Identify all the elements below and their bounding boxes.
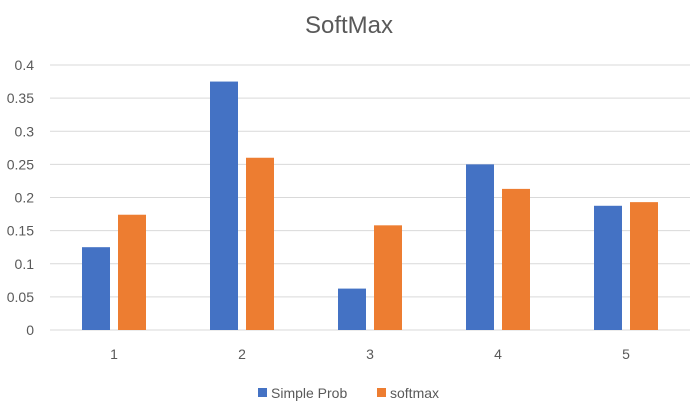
x-tick-label: 4: [494, 346, 502, 362]
gridlines: [50, 64, 690, 331]
y-tick-label: 0.4: [15, 57, 35, 73]
bar-simple-prob-1: [82, 247, 110, 330]
legend-label: Simple Prob: [271, 385, 347, 401]
bar-softmax-5: [630, 202, 658, 330]
bar-simple-prob-2: [210, 81, 238, 330]
x-tick-label: 5: [622, 346, 630, 362]
chart-title: SoftMax: [305, 12, 393, 39]
legend-swatch: [258, 388, 267, 397]
x-tick-label: 1: [110, 346, 118, 362]
y-tick-label: 0.35: [7, 90, 34, 106]
legend-swatch: [377, 388, 386, 397]
bar-softmax-1: [118, 214, 146, 330]
legend: Simple Prob softmax: [258, 385, 439, 401]
x-tick-label: 2: [238, 346, 246, 362]
x-tick-label: 3: [366, 346, 374, 362]
bars: [82, 81, 658, 330]
bar-simple-prob-4: [466, 164, 494, 330]
bar-simple-prob-3: [338, 288, 366, 330]
y-tick-label: 0.25: [7, 156, 34, 172]
bar-softmax-4: [502, 188, 530, 330]
y-tick-label: 0: [26, 322, 34, 338]
x-axis-ticks: 1 2 3 4 5: [110, 346, 630, 362]
bar-softmax-2: [246, 157, 274, 330]
y-tick-label: 0.1: [15, 256, 35, 272]
legend-label: softmax: [390, 385, 439, 401]
y-tick-label: 0.2: [15, 190, 35, 206]
bar-softmax-3: [374, 225, 402, 330]
y-tick-label: 0.3: [15, 123, 35, 139]
y-tick-label: 0.15: [7, 223, 34, 239]
bar-simple-prob-5: [594, 205, 622, 330]
y-tick-label: 0.05: [7, 289, 34, 305]
y-axis-ticks: 0 0.05 0.1 0.15 0.2 0.25 0.3 0.35 0.4: [7, 57, 34, 338]
